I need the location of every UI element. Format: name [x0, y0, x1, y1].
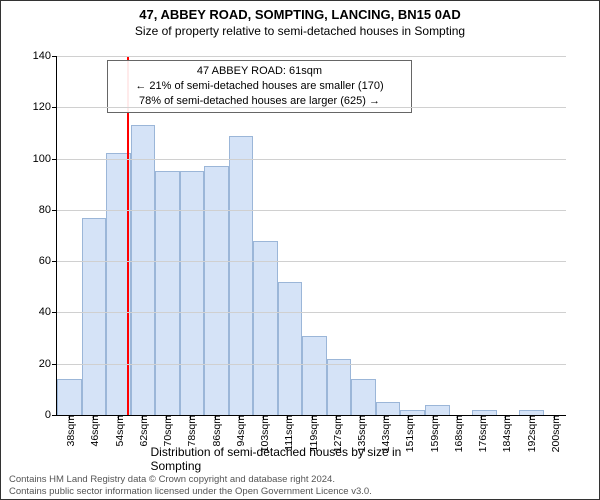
- bar: [351, 379, 376, 415]
- bar: [425, 405, 450, 415]
- x-tick-mark: [481, 415, 482, 420]
- x-tick-mark: [215, 415, 216, 420]
- x-tick-mark: [408, 415, 409, 420]
- x-tick-mark: [554, 415, 555, 420]
- bar: [57, 379, 82, 415]
- x-tick-mark: [118, 415, 119, 420]
- x-tick-mark: [93, 415, 94, 420]
- x-tick-mark: [505, 415, 506, 420]
- x-tick-mark: [287, 415, 288, 420]
- gridline: [57, 107, 566, 108]
- chart-subtitle: Size of property relative to semi-detach…: [1, 24, 599, 38]
- x-tick-mark: [190, 415, 191, 420]
- x-tick-label: 192sqm: [522, 415, 538, 452]
- footer-attribution: Contains HM Land Registry data © Crown c…: [9, 474, 372, 497]
- y-tick-mark: [52, 415, 57, 416]
- x-tick-label: 200sqm: [546, 415, 562, 452]
- gridline: [57, 312, 566, 313]
- x-tick-mark: [360, 415, 361, 420]
- y-tick-mark: [52, 107, 57, 108]
- bar: [131, 125, 156, 415]
- gridline: [57, 159, 566, 160]
- gridline: [57, 210, 566, 211]
- x-tick-mark: [142, 415, 143, 420]
- x-tick-mark: [336, 415, 337, 420]
- chart-title: 47, ABBEY ROAD, SOMPTING, LANCING, BN15 …: [1, 7, 599, 22]
- x-tick-mark: [457, 415, 458, 420]
- y-tick-mark: [52, 312, 57, 313]
- gridline: [57, 261, 566, 262]
- plot-area: 47 ABBEY ROAD: 61sqm ← 21% of semi-detac…: [56, 56, 566, 416]
- x-axis-label: Distribution of semi-detached houses by …: [151, 445, 450, 473]
- footer-line2: Contains public sector information licen…: [9, 486, 372, 497]
- annotation-box: 47 ABBEY ROAD: 61sqm ← 21% of semi-detac…: [107, 60, 412, 113]
- bar: [278, 282, 303, 415]
- chart-container: 47, ABBEY ROAD, SOMPTING, LANCING, BN15 …: [0, 0, 600, 500]
- x-tick-mark: [384, 415, 385, 420]
- annotation-line2: ← 21% of semi-detached houses are smalle…: [114, 79, 405, 94]
- bar: [204, 166, 229, 415]
- y-tick-mark: [52, 210, 57, 211]
- gridline: [57, 56, 566, 57]
- y-tick-mark: [52, 261, 57, 262]
- bar: [155, 171, 180, 415]
- bar: [229, 136, 254, 416]
- x-tick-mark: [433, 415, 434, 420]
- x-tick-mark: [530, 415, 531, 420]
- footer-line1: Contains HM Land Registry data © Crown c…: [9, 474, 372, 485]
- x-tick-mark: [69, 415, 70, 420]
- x-tick-mark: [263, 415, 264, 420]
- bar: [82, 218, 107, 415]
- x-tick-label: 176sqm: [473, 415, 489, 452]
- y-tick-mark: [52, 364, 57, 365]
- x-tick-label: 184sqm: [497, 415, 513, 452]
- annotation-title: 47 ABBEY ROAD: 61sqm: [114, 64, 405, 79]
- bar: [180, 171, 205, 415]
- gridline: [57, 364, 566, 365]
- bar: [302, 336, 327, 415]
- bar: [253, 241, 278, 415]
- x-tick-mark: [166, 415, 167, 420]
- x-tick-mark: [239, 415, 240, 420]
- y-tick-mark: [52, 159, 57, 160]
- bar: [376, 402, 401, 415]
- bar: [327, 359, 352, 415]
- y-tick-mark: [52, 56, 57, 57]
- x-tick-mark: [312, 415, 313, 420]
- x-tick-label: 168sqm: [449, 415, 465, 452]
